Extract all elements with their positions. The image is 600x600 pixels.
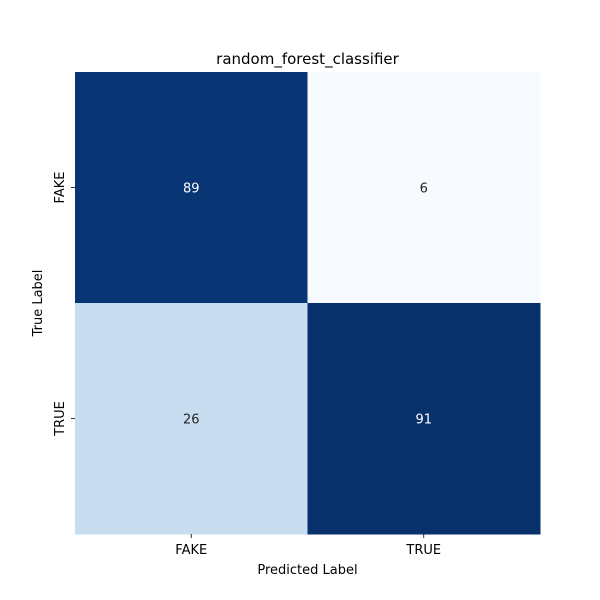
y-tick-label: FAKE (53, 172, 68, 204)
y-axis-label: True Label (31, 270, 46, 338)
heatmap-cells (75, 72, 541, 535)
cell-value-label: 6 (420, 182, 428, 197)
chart-title: random_forest_classifier (216, 50, 399, 69)
x-tick-label: TRUE (405, 543, 441, 558)
y-tick-label: TRUE (53, 401, 68, 437)
y-axis-ticks: FAKE TRUE (53, 172, 75, 437)
x-axis-ticks: FAKE TRUE (175, 534, 441, 558)
heatmap-cell-true-true (307, 303, 541, 535)
cell-value-label: 91 (415, 413, 432, 428)
heatmap-cell-fake-fake (75, 72, 308, 304)
x-axis-label: Predicted Label (257, 563, 357, 578)
heatmap-cell-true-fake (75, 303, 308, 535)
cell-value-label: 26 (183, 413, 200, 428)
x-tick-label: FAKE (175, 543, 207, 558)
cell-value-label: 89 (183, 182, 200, 197)
heatmap-cell-fake-true (307, 72, 541, 304)
heatmap-cell-labels: 89 6 26 91 (183, 182, 432, 428)
